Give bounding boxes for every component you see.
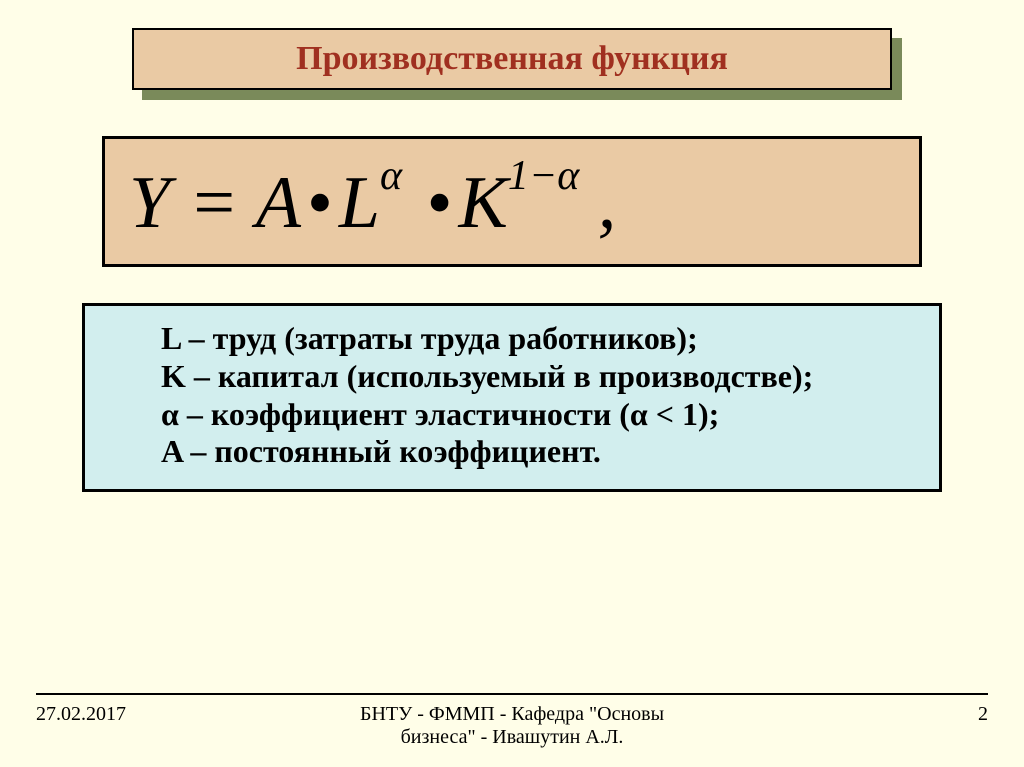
formula-sup-alpha: α — [380, 153, 402, 199]
footer-page-number: 2 — [828, 703, 988, 726]
slide-title: Производственная функция — [132, 28, 892, 90]
footer-center-line1: БНТУ - ФММП - Кафедра "Основы — [196, 703, 828, 726]
formula-equals: = — [170, 162, 256, 244]
footer-date: 27.02.2017 — [36, 703, 196, 726]
formula-dot1: • — [301, 162, 339, 244]
title-container: Производственная функция — [132, 28, 892, 90]
footer-rule — [36, 693, 988, 695]
formula-L: L — [339, 162, 380, 244]
footer-center: БНТУ - ФММП - Кафедра "Основы бизнеса" -… — [196, 703, 828, 749]
definitions-box: L – труд (затраты труда работников); K –… — [82, 303, 942, 492]
definition-L: L – труд (затраты труда работников); — [105, 320, 919, 358]
formula-Y: Y — [129, 162, 170, 244]
formula-K: K — [459, 162, 508, 244]
slide-footer: 27.02.2017 БНТУ - ФММП - Кафедра "Основы… — [0, 703, 1024, 749]
definition-K: K – капитал (используемый в производстве… — [105, 358, 919, 396]
formula-expression: Y = A•Lα •K1−α , — [129, 162, 616, 244]
footer-center-line2: бизнеса" - Ивашутин А.Л. — [196, 726, 828, 749]
formula-dot2: • — [421, 162, 459, 244]
formula-A: A — [256, 162, 301, 244]
formula-box: Y = A•Lα •K1−α , — [102, 136, 922, 267]
definition-alpha: α – коэффициент эластичности (α < 1); — [105, 396, 919, 434]
formula-tail: , — [579, 162, 616, 244]
definition-A: A – постоянный коэффициент. — [105, 433, 919, 471]
formula-sup-one-minus-alpha: 1−α — [508, 153, 579, 199]
